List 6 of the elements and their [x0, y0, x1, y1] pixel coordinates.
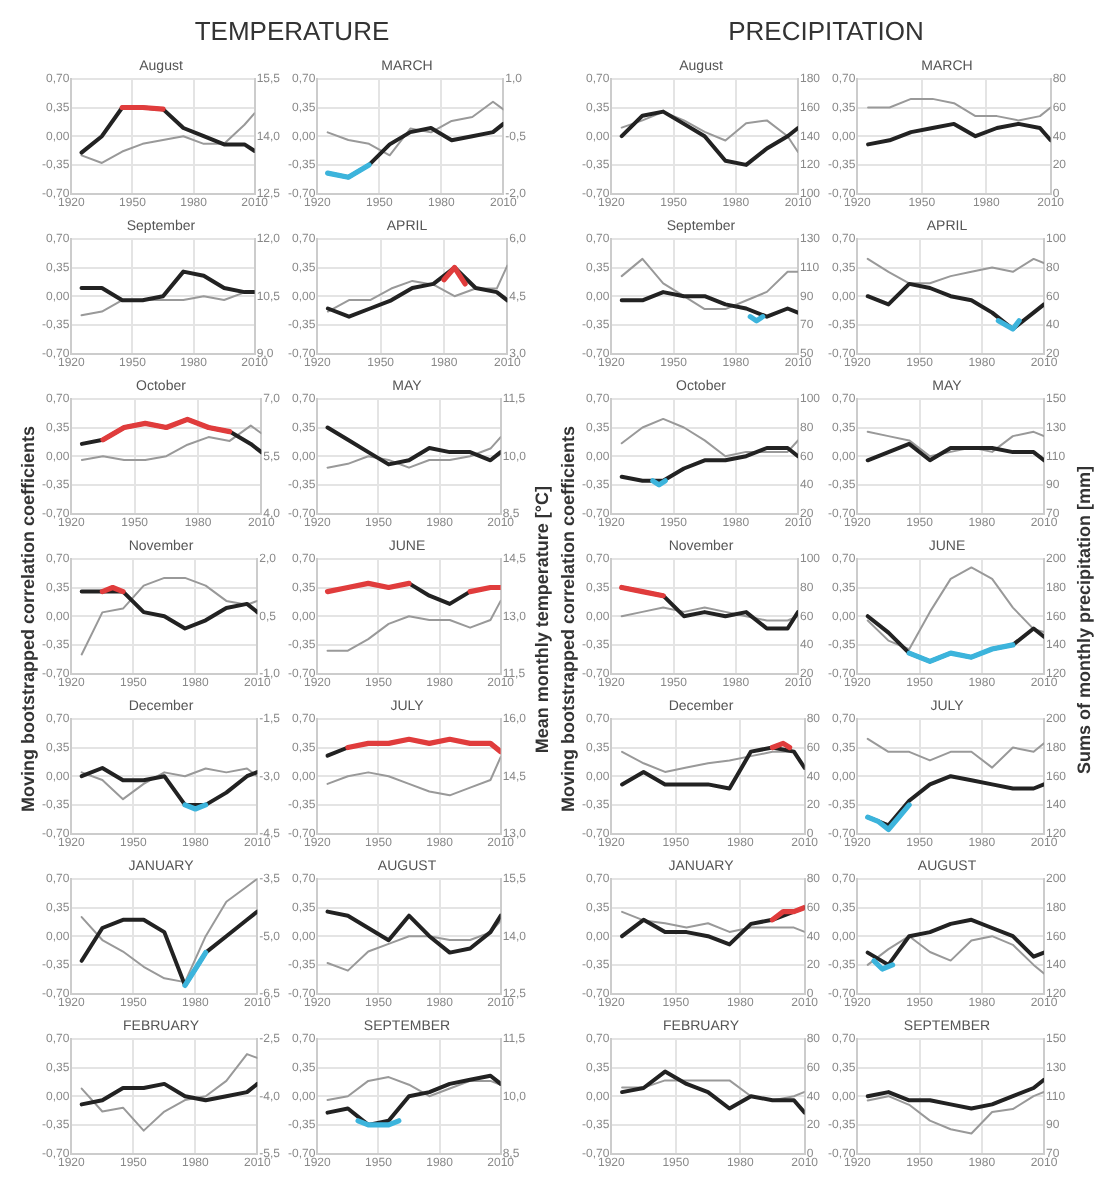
text: Mean monthly temperature [°C]: [532, 486, 552, 754]
text: PRECIPITATION: [726, 16, 926, 46]
text: Sums of monthly precipitation [mm]: [1074, 465, 1094, 774]
text: TEMPERATURE: [192, 16, 392, 46]
text: Moving bootstrapped correlation coefficients: [18, 426, 38, 814]
text: Moving bootstrapped correlation coefficients: [558, 426, 578, 814]
